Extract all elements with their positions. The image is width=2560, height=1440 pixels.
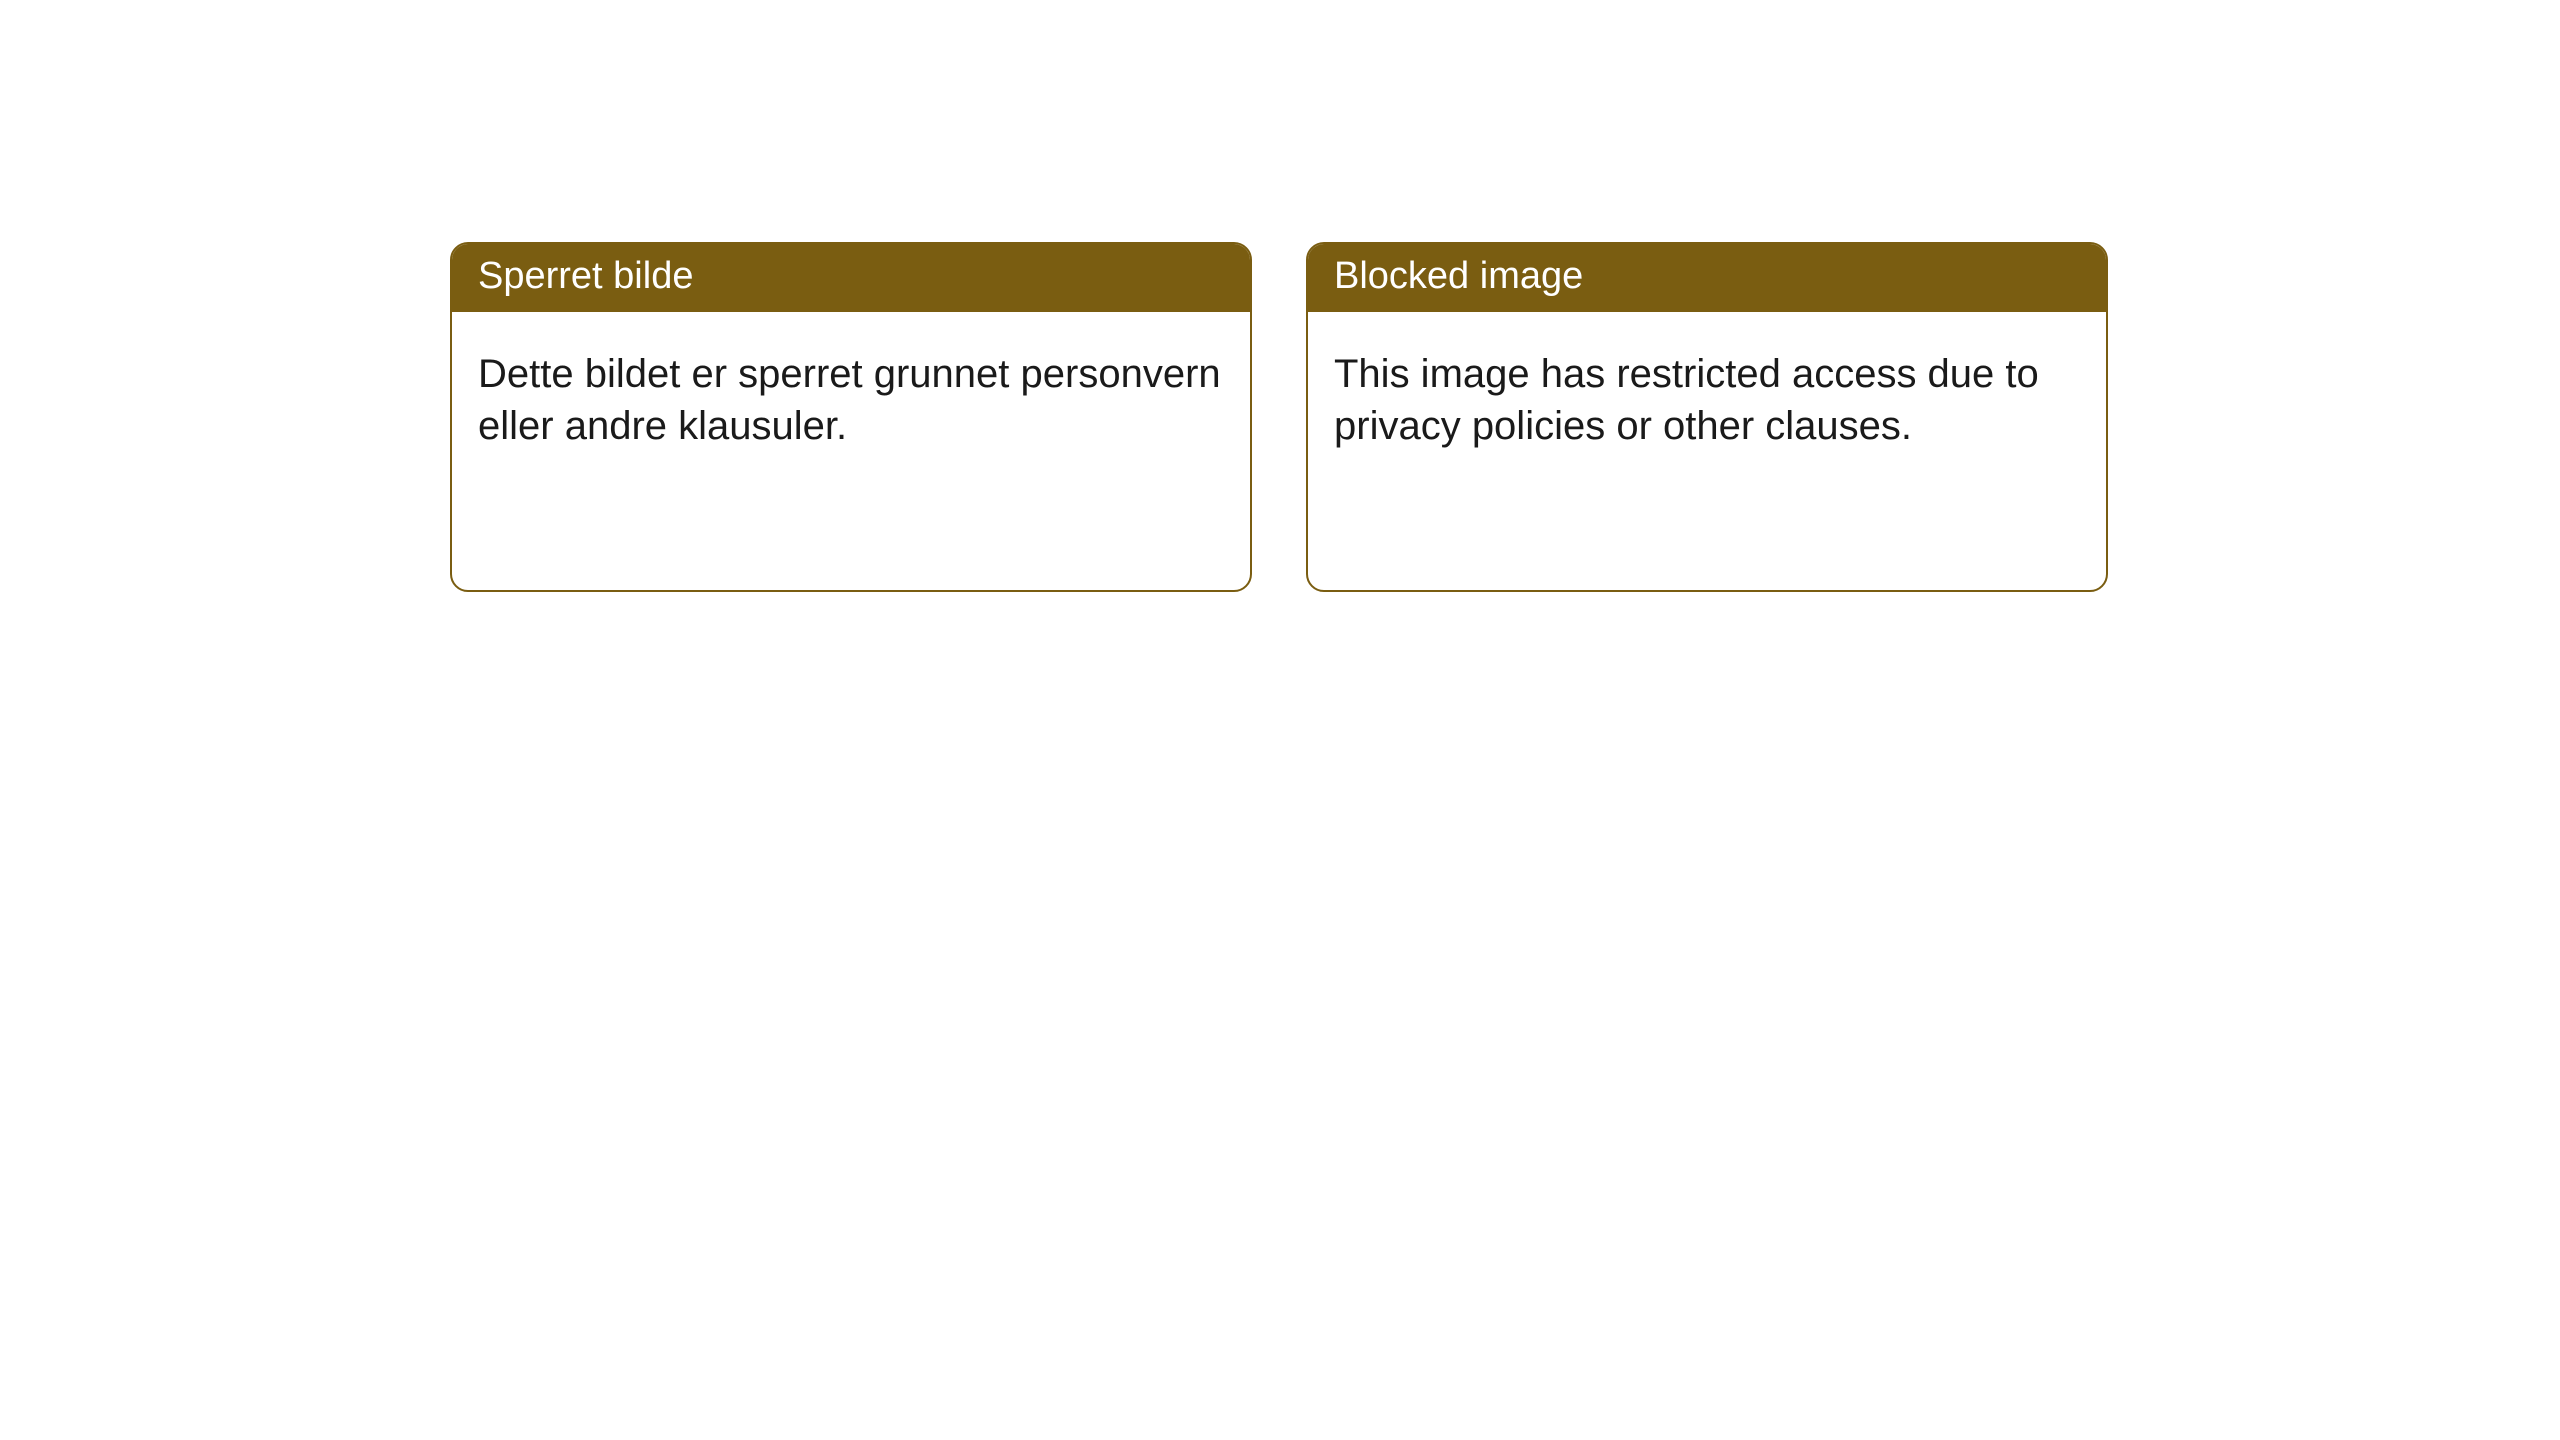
card-body-text: Dette bildet er sperret grunnet personve… xyxy=(478,352,1221,449)
blocked-image-card-en: Blocked image This image has restricted … xyxy=(1306,242,2108,592)
card-body-no: Dette bildet er sperret grunnet personve… xyxy=(452,312,1250,590)
blocked-image-card-no: Sperret bilde Dette bildet er sperret gr… xyxy=(450,242,1252,592)
card-title: Blocked image xyxy=(1334,255,1583,297)
card-body-text: This image has restricted access due to … xyxy=(1334,352,2039,449)
card-header-en: Blocked image xyxy=(1308,244,2106,312)
notice-cards-container: Sperret bilde Dette bildet er sperret gr… xyxy=(0,0,2560,592)
card-title: Sperret bilde xyxy=(478,255,693,297)
card-header-no: Sperret bilde xyxy=(452,244,1250,312)
card-body-en: This image has restricted access due to … xyxy=(1308,312,2106,590)
